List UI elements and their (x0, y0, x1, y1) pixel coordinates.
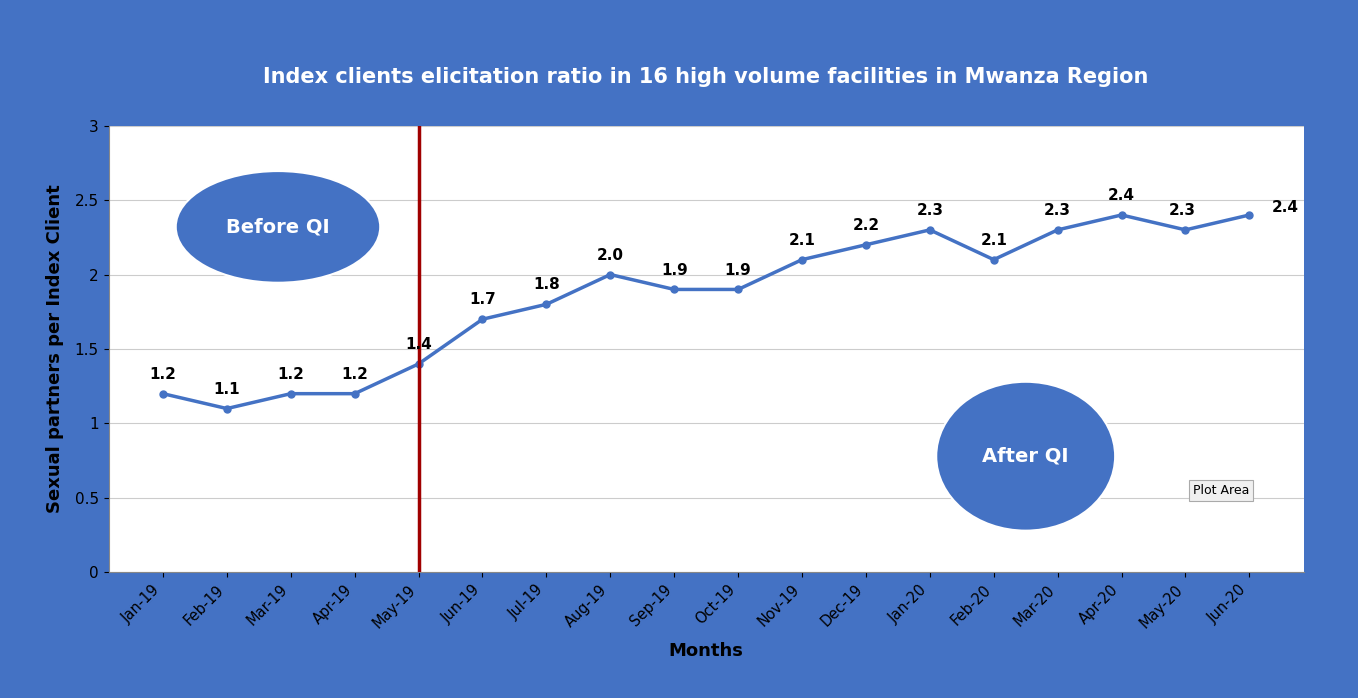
Text: 1.2: 1.2 (277, 366, 304, 382)
Text: 1.8: 1.8 (534, 277, 559, 292)
Ellipse shape (175, 171, 380, 283)
Text: 2.3: 2.3 (1044, 203, 1071, 218)
Ellipse shape (936, 382, 1115, 530)
Text: 1.9: 1.9 (725, 262, 751, 278)
Text: 2.4: 2.4 (1108, 188, 1135, 203)
Text: 2.3: 2.3 (917, 203, 944, 218)
Text: 1.9: 1.9 (661, 262, 687, 278)
Y-axis label: Sexual partners per Index Client: Sexual partners per Index Client (46, 185, 64, 513)
Text: 1.2: 1.2 (149, 366, 177, 382)
Text: 2.1: 2.1 (789, 232, 815, 248)
Text: After QI: After QI (982, 447, 1069, 466)
Text: 2.3: 2.3 (1169, 203, 1196, 218)
Text: 1.1: 1.1 (213, 382, 240, 396)
Text: 1.4: 1.4 (405, 337, 432, 352)
Text: Plot Area: Plot Area (1192, 484, 1249, 497)
Text: Index clients elicitation ratio in 16 high volume facilities in Mwanza Region: Index clients elicitation ratio in 16 hi… (263, 67, 1149, 87)
Text: 1.7: 1.7 (469, 292, 496, 307)
Text: 2.2: 2.2 (853, 218, 880, 233)
Text: Before QI: Before QI (227, 217, 330, 237)
Text: 2.0: 2.0 (596, 248, 623, 262)
X-axis label: Months: Months (668, 642, 744, 660)
Text: 1.2: 1.2 (341, 366, 368, 382)
Text: 2.1: 2.1 (980, 232, 1008, 248)
Text: 2.4: 2.4 (1271, 200, 1298, 215)
